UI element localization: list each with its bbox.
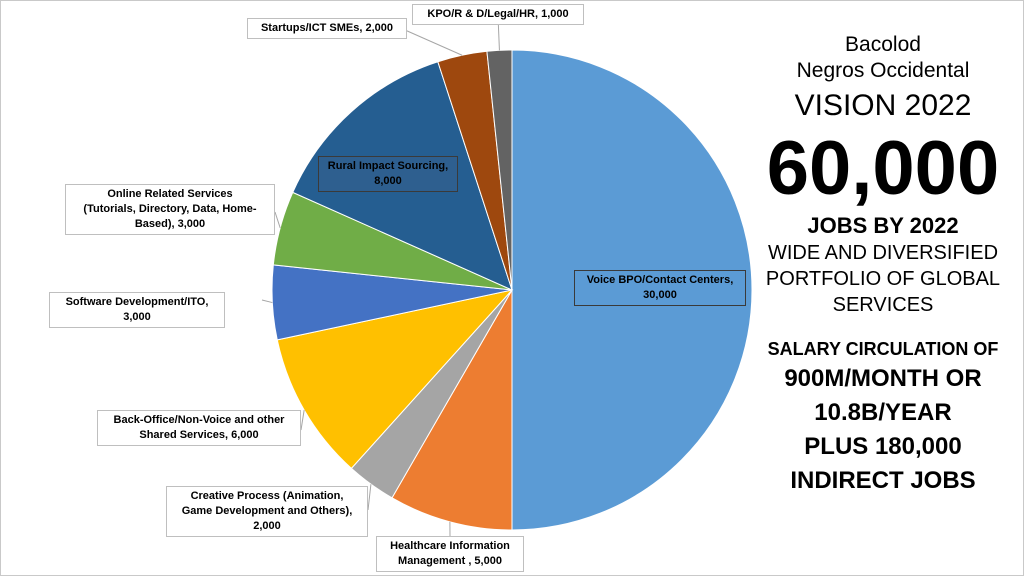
- label-healthcare: Healthcare Information Management , 5,000: [376, 536, 524, 572]
- leader-line-startups: [404, 29, 463, 56]
- portfolio-line-3: SERVICES: [832, 294, 934, 316]
- salary-line-2: 10.8B/YEAR: [814, 399, 952, 426]
- portfolio-line-1: WIDE AND DIVERSIFIED: [767, 242, 999, 264]
- label-back-office: Back-Office/Non-Voice and other Shared Se…: [97, 410, 301, 446]
- jobs-number: 60,000: [766, 126, 1000, 211]
- salary-line-3: PLUS 180,000: [804, 433, 962, 460]
- jobs-by-year: JOBS BY 2022: [807, 213, 959, 238]
- portfolio-line-2: PORTFOLIO OF GLOBAL: [765, 268, 1001, 290]
- province-name: Negros Occidental: [796, 59, 970, 82]
- label-online-services: Online Related Services (Tutorials, Direc…: [65, 184, 275, 235]
- label-creative-process: Creative Process (Animation, Game Develop…: [166, 486, 368, 537]
- vision-panel: Bacolod Negros Occidental VISION 2022 60…: [752, 32, 1014, 498]
- pie-slice-healthcare: [391, 288, 513, 531]
- label-voice-bpo: Voice BPO/Contact Centers, 30,000: [574, 270, 746, 306]
- salary-line-1: 900M/MONTH OR: [784, 365, 982, 392]
- city-name: Bacolod: [845, 33, 921, 56]
- label-kpo: KPO/R & D/Legal/HR, 1,000: [412, 4, 584, 25]
- salary-heading: SALARY CIRCULATION OF: [767, 339, 999, 359]
- label-software-development: Software Development/ITO, 3,000: [49, 292, 225, 328]
- vision-title: VISION 2022: [794, 89, 972, 122]
- label-rural-impact: Rural Impact Sourcing, 8,000: [318, 156, 458, 192]
- leader-line-back-office: [300, 409, 305, 431]
- label-startups: Startups/ICT SMEs, 2,000: [247, 18, 407, 39]
- salary-line-4: INDIRECT JOBS: [790, 467, 976, 494]
- leader-line-creative-process: [367, 484, 372, 511]
- leader-line-software-development: [261, 299, 273, 304]
- leader-line-online-services: [274, 211, 281, 229]
